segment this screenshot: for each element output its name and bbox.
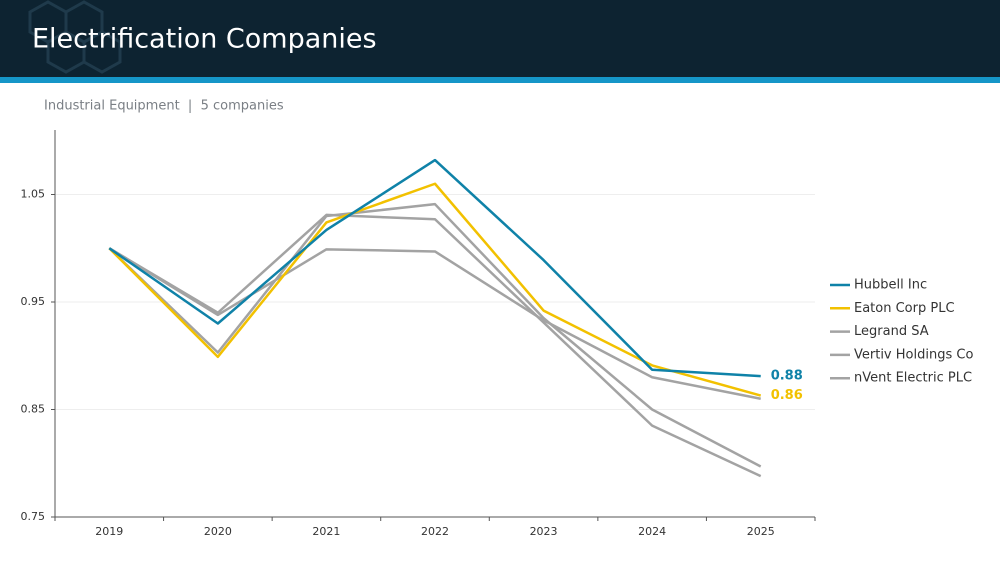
x-tick-label: 2020 bbox=[204, 525, 232, 538]
legend-label: Legrand SA bbox=[854, 324, 929, 339]
y-tick-label: 0.95 bbox=[21, 295, 46, 308]
header-band bbox=[0, 0, 1000, 77]
legend-label: Eaton Corp PLC bbox=[854, 301, 955, 316]
legend-label: Hubbell Inc bbox=[854, 278, 927, 293]
x-tick-label: 2024 bbox=[638, 525, 666, 538]
header-decoration bbox=[28, 0, 122, 74]
value-label: 0.86 bbox=[771, 388, 803, 403]
value-label: 0.88 bbox=[771, 369, 803, 384]
header-stripe bbox=[0, 77, 1000, 83]
x-tick-label: 2021 bbox=[312, 525, 340, 538]
legend-label: Vertiv Holdings Co bbox=[854, 347, 973, 362]
series-line bbox=[108, 202, 762, 468]
title: Electrification Companies bbox=[32, 24, 377, 55]
x-tick-label: 2023 bbox=[530, 525, 558, 538]
y-tick-label: 0.85 bbox=[21, 403, 46, 416]
x-tick-label: 2025 bbox=[747, 525, 775, 538]
series-line bbox=[108, 182, 762, 397]
x-tick-label: 2019 bbox=[95, 525, 123, 538]
series-line bbox=[108, 247, 761, 400]
y-tick-label: 1.05 bbox=[21, 188, 46, 201]
series-line bbox=[108, 158, 761, 378]
legend-label: nVent Electric PLC bbox=[854, 371, 972, 386]
y-tick-label: 0.75 bbox=[21, 510, 46, 523]
plot: 0.75 0.85 0.95 1.05 2019 2020 2021 2022 2023 2024… bbox=[21, 130, 973, 538]
x-tick-label: 2022 bbox=[421, 525, 449, 538]
series-line bbox=[108, 213, 762, 478]
subtitle: Industrial Equipment | 5 companies bbox=[44, 99, 284, 114]
